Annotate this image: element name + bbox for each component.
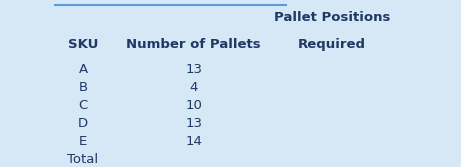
Text: Number of Pallets: Number of Pallets — [126, 38, 261, 51]
Text: E: E — [79, 135, 87, 148]
Text: 13: 13 — [185, 117, 202, 130]
Text: Pallet Positions: Pallet Positions — [274, 11, 390, 24]
Text: 14: 14 — [185, 135, 202, 148]
Text: Total: Total — [67, 153, 99, 166]
Text: B: B — [78, 81, 88, 94]
Text: 10: 10 — [185, 99, 202, 112]
Text: 13: 13 — [185, 63, 202, 76]
Text: 4: 4 — [189, 81, 198, 94]
Text: Required: Required — [298, 38, 366, 51]
Text: A: A — [78, 63, 88, 76]
Text: C: C — [78, 99, 88, 112]
Text: D: D — [78, 117, 88, 130]
Text: SKU: SKU — [68, 38, 98, 51]
